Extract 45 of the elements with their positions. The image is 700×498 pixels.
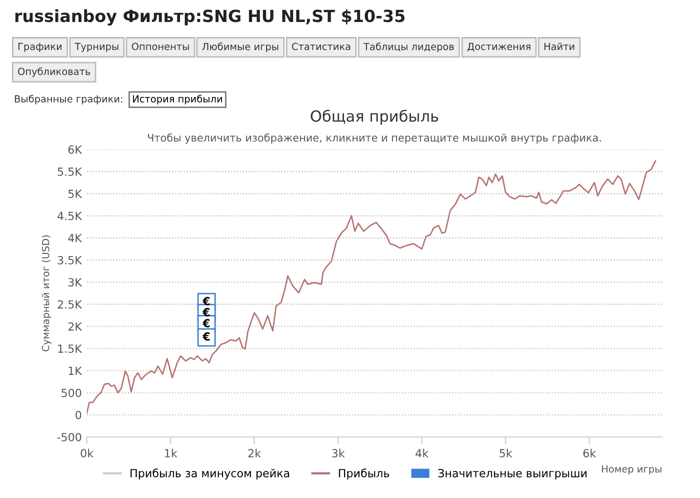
x-tick-label: 1k [165, 448, 178, 458]
y-tick-label: 2K [68, 322, 82, 331]
text: Любимые игры [202, 42, 278, 52]
x-tick-label: 2k [248, 448, 262, 458]
y-tick-label: 4.5K [58, 212, 82, 220]
y-tick-label: 2.5K [58, 300, 82, 309]
y-tick-label: 5K [68, 190, 82, 198]
chart-title: Общая прибыль [310, 110, 438, 125]
text: История прибыли [133, 94, 222, 104]
y-tick-label: -500 [57, 432, 82, 442]
text: Статистика [292, 42, 350, 50]
text: Графики [18, 42, 62, 52]
y-tick-label: 6K [68, 145, 82, 154]
legend-label: Прибыль за минусом рейка [130, 468, 290, 480]
x-tick-label: 4k [416, 448, 429, 458]
legend-label: Прибыль [338, 468, 390, 480]
y-tick-label: 1.5K [58, 344, 82, 353]
text: Оппоненты [132, 42, 189, 50]
x-tick-label: 3k [332, 448, 345, 458]
y-tick-label: 0 [76, 410, 82, 420]
text: Достижения [467, 42, 530, 52]
y-tick-label: 3.5K [58, 256, 82, 264]
x-tick-label: 5k [500, 448, 512, 458]
text: Найти [544, 42, 574, 50]
data-label: € [202, 296, 210, 306]
x-tick-label: 0k [80, 448, 94, 458]
data-label: € [202, 318, 210, 328]
text: Таблицы лидеров [363, 42, 454, 52]
data-label: € [202, 332, 210, 341]
x-axis-title: Номер игры [602, 465, 662, 475]
y-tick-label: 500 [62, 388, 82, 398]
chart-subtitle: Чтобы увеличить изображение, кликните и перетащите мышкой внутрь графика. [148, 133, 601, 144]
line-series [86, 160, 656, 414]
text: Турниры [74, 42, 118, 52]
y-tick-label: 5.5K [58, 168, 82, 176]
text: Выбранные графики: [14, 94, 122, 104]
y-tick-label: 4K [68, 234, 82, 242]
x-tick-label: 6k [583, 448, 596, 458]
y-axis-title: Суммарный итог (USD) [42, 235, 52, 352]
y-tick-label: 1K [68, 366, 82, 375]
y-tick-label: 3K [68, 278, 82, 287]
legend-label: Значительные выигрыши [438, 468, 586, 480]
text: Опубликовать [18, 67, 90, 77]
data-label: € [202, 308, 210, 316]
text: russianboy Фильтр:SNG HU NL,ST $10-35 [15, 9, 405, 26]
